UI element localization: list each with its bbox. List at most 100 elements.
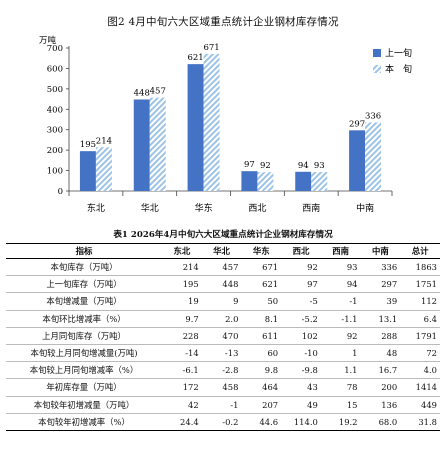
- bar-current-0: [95, 147, 112, 191]
- table-cell: 200: [360, 378, 401, 397]
- row-label: 本旬较年初增减率（%）: [6, 413, 162, 431]
- bar-value-label: 336: [365, 111, 381, 121]
- table-cell: 60: [241, 344, 282, 363]
- table-cell: -1.1: [320, 310, 361, 328]
- table-cell: 92: [320, 327, 361, 345]
- table-cell: 6.4: [400, 310, 440, 328]
- table-cell: 93: [320, 258, 361, 277]
- bar-value-label: 92: [260, 161, 271, 171]
- y-tick-label: 600: [47, 64, 63, 74]
- legend-label-0: 上一旬: [385, 47, 412, 59]
- bar-previous-2: [187, 64, 204, 191]
- table-cell: 8.1: [241, 310, 282, 328]
- bar-current-2: [203, 53, 220, 191]
- table-cell: 621: [241, 275, 282, 294]
- legend-swatch-1: [373, 65, 381, 73]
- table-cell: 1.1: [320, 361, 361, 380]
- table-cell: 2.0: [201, 310, 242, 328]
- bar-chart: 万吨 0 100 200 300 400 500 600 700 195 214 448 457 62…: [39, 35, 412, 214]
- category-label: 中南: [356, 202, 374, 214]
- table-cell: -2.8: [201, 361, 242, 380]
- row-label: 本旬较上月同旬增减量(万吨): [6, 344, 162, 363]
- table-cell: 214: [162, 258, 202, 277]
- bar-value-label: 621: [187, 53, 203, 63]
- table-cell: 9.8: [241, 361, 282, 380]
- bar-previous-3: [241, 171, 258, 191]
- table-row: 本旬较年初增减量（万吨） 42 -1 207 49 15 136 449: [6, 396, 440, 414]
- table-header-cell: 中南: [360, 243, 401, 259]
- category-label: 东北: [87, 202, 105, 214]
- table-cell: -0.2: [201, 413, 242, 431]
- table-cell: 470: [201, 327, 242, 345]
- table-cell: 4.0: [400, 361, 440, 380]
- table-cell: 9.7: [162, 310, 202, 328]
- table-header-cell: 西南: [320, 243, 361, 259]
- table-cell: 15: [320, 396, 361, 414]
- table-cell: 228: [162, 327, 202, 345]
- bar-current-5: [365, 122, 382, 191]
- bar-previous-0: [79, 151, 96, 191]
- bar-value-label: 94: [298, 161, 309, 171]
- row-label: 本旬较上月同旬增减率（%）: [6, 361, 162, 380]
- table-cell: 611: [241, 327, 282, 345]
- table-row: 本旬较上月同旬增减率（%） -6.1 -2.8 9.8 -9.8 1.1 16.7 4.0: [6, 361, 440, 380]
- table-cell: 336: [360, 258, 401, 277]
- table-header-row: 指标 东北 华北 华东 西北 西南 中南 总计: [6, 243, 440, 259]
- y-tick-label: 300: [47, 126, 63, 136]
- figure-title: 图2 4月中旬六大区域重点统计企业钢材库存情况: [107, 16, 339, 28]
- table-cell: -5: [281, 292, 321, 311]
- table-header-cell: 华东: [241, 243, 282, 259]
- bar-previous-5: [349, 130, 366, 191]
- row-label: 年初库存量（万吨）: [6, 378, 162, 397]
- y-tick-label: 200: [47, 146, 63, 156]
- row-label: 上月同旬库存（万吨）: [6, 327, 162, 345]
- table-header-cell: 华北: [201, 243, 242, 259]
- y-tick-label: 400: [47, 105, 63, 115]
- table-cell: 43: [281, 378, 321, 397]
- row-label: 本旬增减量（万吨）: [6, 292, 162, 311]
- table-cell: 457: [201, 258, 242, 277]
- table-row: 上月同旬库存（万吨） 228 470 611 102 92 288 1791: [6, 327, 440, 345]
- y-axis-unit-label: 万吨: [39, 35, 57, 46]
- row-label: 本旬较年初增减量（万吨）: [6, 396, 162, 414]
- table-cell: 94: [320, 275, 361, 294]
- row-label: 上一旬库存（万吨）: [6, 275, 162, 294]
- table-cell: 172: [162, 378, 202, 397]
- y-tick-label: 0: [58, 187, 63, 197]
- table-cell: 97: [281, 275, 321, 294]
- row-label: 本旬库存（万吨）: [6, 258, 162, 277]
- table-cell: 19: [162, 292, 202, 311]
- table-cell: 136: [360, 396, 401, 414]
- legend-label-1: 本 旬: [385, 63, 412, 75]
- table-cell: 195: [162, 275, 202, 294]
- table-cell: 1863: [400, 258, 440, 277]
- bar-current-1: [149, 97, 166, 191]
- table-cell: 464: [241, 378, 282, 397]
- bar-value-label: 671: [203, 43, 219, 53]
- table-header-cell: 东北: [162, 243, 202, 259]
- table-row: 年初库存量（万吨） 172 458 464 43 78 200 1414: [6, 378, 440, 397]
- table-cell: 68.0: [360, 413, 401, 431]
- table-cell: 39: [360, 292, 401, 311]
- table-cell: 1791: [400, 327, 440, 345]
- y-tick-label: 500: [47, 85, 63, 95]
- table-cell: 92: [281, 258, 321, 277]
- table-cell: -9.8: [281, 361, 321, 380]
- table-cell: -1: [201, 396, 242, 414]
- category-label: 华东: [195, 202, 213, 214]
- bar-value-label: 97: [244, 160, 255, 170]
- bar-previous-1: [133, 99, 150, 191]
- table-row: 上一旬库存（万吨） 195 448 621 97 94 297 1751: [6, 275, 440, 294]
- table-cell: 49: [281, 396, 321, 414]
- bar-current-3: [257, 172, 274, 191]
- table-cell: 449: [400, 396, 440, 414]
- row-label: 本旬环比增减率（%）: [6, 310, 162, 328]
- y-tick-label: 100: [47, 167, 63, 177]
- table-cell: 1414: [400, 378, 440, 397]
- bar-value-label: 214: [96, 136, 112, 146]
- table-row: 本旬库存（万吨） 214 457 671 92 93 336 1863: [6, 258, 440, 277]
- table-cell: 112: [400, 292, 440, 311]
- table-cell: 1: [320, 344, 361, 363]
- table-cell: -5.2: [281, 310, 321, 328]
- category-label: 西南: [302, 202, 320, 214]
